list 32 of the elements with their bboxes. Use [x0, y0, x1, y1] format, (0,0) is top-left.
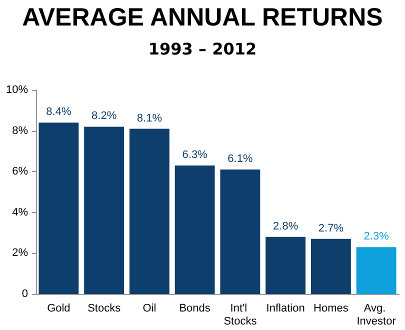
- x-tick-label: Avg. Investor: [356, 302, 396, 328]
- bar: [356, 247, 396, 294]
- bar: [38, 122, 79, 294]
- data-label: 2.7%: [318, 222, 344, 234]
- data-label: 2.3%: [364, 230, 390, 243]
- bar: [310, 238, 351, 294]
- bar: [266, 236, 306, 294]
- data-label: 8.4%: [46, 106, 72, 118]
- bar: [174, 165, 215, 294]
- x-tick-label: Gold: [47, 302, 70, 314]
- bar: [84, 126, 124, 294]
- x-tick-label: Stocks: [88, 302, 122, 314]
- y-tick-label: 8%: [12, 124, 28, 137]
- data-label: 6.3%: [182, 148, 208, 161]
- y-tick-label: 4%: [12, 206, 28, 218]
- y-tick-label: 2%: [12, 247, 28, 260]
- data-label: 8.1%: [136, 112, 162, 124]
- x-tick-label: Oil: [142, 302, 156, 314]
- bar: [220, 170, 260, 294]
- data-label: 8.2%: [92, 110, 117, 122]
- x-tick-label: Homes: [314, 302, 349, 314]
- data-label: 6.1%: [228, 153, 253, 166]
- chart-title: AVERAGE ANNUAL RETURNS: [22, 4, 383, 32]
- x-tick-label: Bonds: [179, 302, 211, 314]
- y-tick-label: 6%: [12, 166, 28, 178]
- x-tick-label: Int'l Stocks: [224, 302, 258, 328]
- y-tick-label: 10%: [6, 84, 28, 96]
- bar: [129, 128, 170, 294]
- x-tick-label: Inflation: [266, 302, 305, 314]
- data-label: 2.8%: [273, 220, 298, 232]
- chart-subtitle: 1993 – 2012: [148, 40, 257, 58]
- y-tick-label: 0: [22, 288, 28, 300]
